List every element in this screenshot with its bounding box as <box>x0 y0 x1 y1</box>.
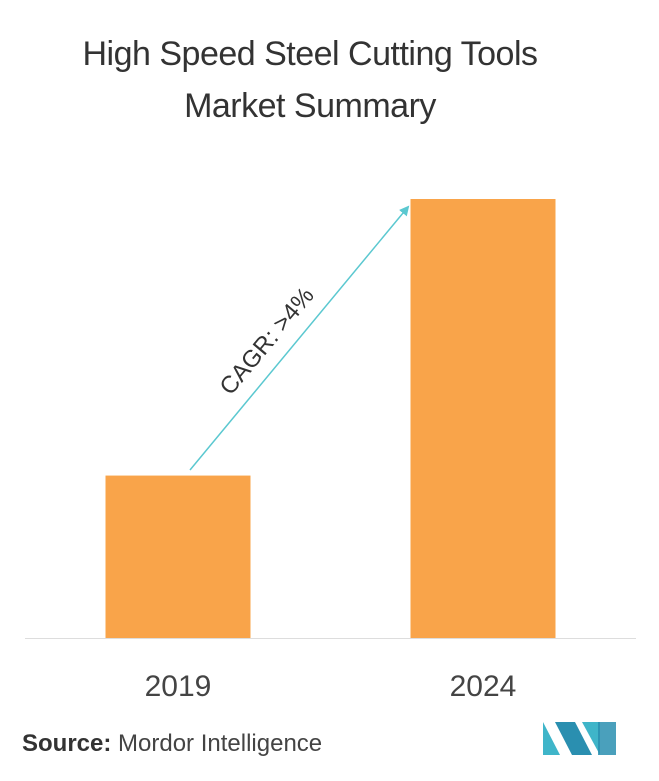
source: Source: Mordor Intelligence <box>22 730 322 758</box>
source-text: Mordor Intelligence <box>118 730 323 757</box>
logo <box>543 722 616 755</box>
x-tick-label: 2019 <box>145 670 212 703</box>
cagr-arrow <box>189 205 410 471</box>
chart-title: High Speed Steel Cutting Tools Market Su… <box>82 35 538 125</box>
cagr-label: CAGR: >4% <box>215 282 320 400</box>
bar <box>410 199 556 638</box>
x-tick-label: 2024 <box>450 670 517 703</box>
bar <box>105 475 251 638</box>
source-label: Source: <box>22 730 112 757</box>
